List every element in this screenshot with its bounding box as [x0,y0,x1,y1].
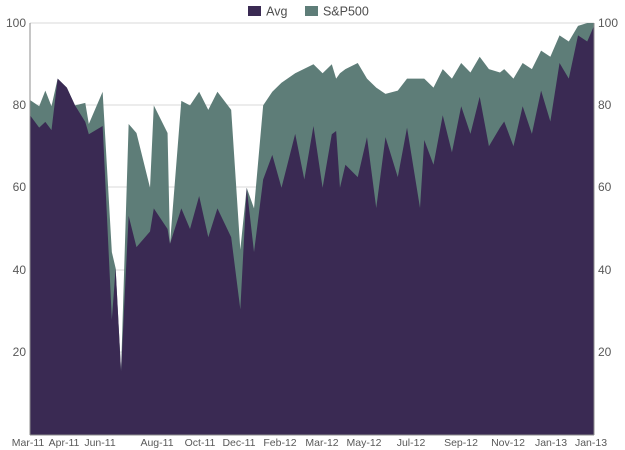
svg-text:100: 100 [598,16,618,30]
svg-text:80: 80 [598,98,612,112]
svg-text:May-12: May-12 [346,437,381,449]
svg-text:Mar-12: Mar-12 [305,437,338,449]
svg-text:Jun-11: Jun-11 [84,437,115,449]
svg-text:Jan-13: Jan-13 [535,437,567,449]
svg-text:Oct-11: Oct-11 [185,437,216,449]
svg-text:60: 60 [598,180,612,194]
svg-text:60: 60 [13,180,27,194]
svg-text:Aug-11: Aug-11 [140,437,173,449]
svg-text:Feb-12: Feb-12 [263,437,296,449]
svg-text:80: 80 [13,98,27,112]
svg-text:40: 40 [598,263,612,277]
svg-text:40: 40 [13,263,27,277]
svg-text:Apr-11: Apr-11 [49,437,80,449]
svg-text:Sep-12: Sep-12 [444,437,478,449]
svg-text:Dec-11: Dec-11 [222,437,255,449]
svg-text:20: 20 [13,345,27,359]
svg-text:Mar-11: Mar-11 [12,437,45,449]
svg-text:20: 20 [598,345,612,359]
svg-text:Jul-12: Jul-12 [397,437,426,449]
svg-text:Nov-12: Nov-12 [491,437,525,449]
svg-text:Jan-13: Jan-13 [575,437,607,449]
svg-text:100: 100 [6,16,26,30]
